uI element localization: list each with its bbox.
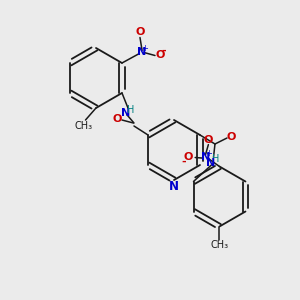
Text: H: H	[127, 105, 135, 116]
Text: +: +	[142, 44, 148, 53]
Text: O: O	[112, 114, 122, 124]
Text: N: N	[137, 47, 147, 58]
Text: O: O	[184, 152, 193, 163]
Text: O: O	[226, 132, 236, 142]
Text: O: O	[204, 135, 213, 145]
Text: N: N	[206, 158, 215, 168]
Text: O: O	[135, 27, 145, 37]
Text: -: -	[182, 157, 186, 167]
Text: +: +	[206, 149, 212, 158]
Text: O: O	[155, 50, 164, 61]
Text: CH₃: CH₃	[210, 240, 229, 250]
Text: -: -	[162, 46, 166, 56]
Text: H: H	[212, 154, 219, 164]
Text: CH₃: CH₃	[74, 121, 92, 131]
Text: N: N	[121, 107, 130, 118]
Text: N: N	[201, 152, 210, 163]
Text: N: N	[169, 179, 179, 193]
